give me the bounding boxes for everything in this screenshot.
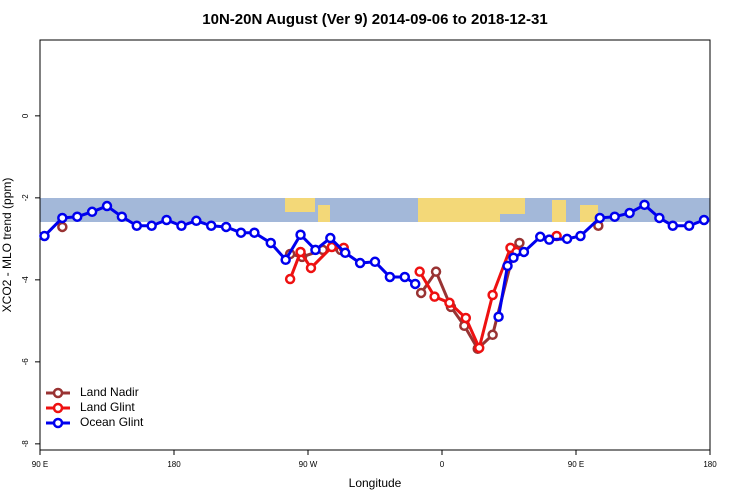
data-point [683,220,695,231]
data-point [116,211,128,222]
data-point [514,237,525,249]
data-point [295,246,306,258]
data-point [101,200,113,212]
data-point [624,207,635,219]
data-point [86,206,98,218]
data-point [575,230,586,242]
x-tick-label: 180 [703,460,717,469]
data-point [502,260,513,272]
data-point [39,230,50,242]
x-tick-label: 90 W [299,460,318,469]
data-point [325,232,336,244]
data-point [698,214,710,226]
data-point [414,266,425,277]
map-strip [40,198,710,222]
data-point [429,291,440,302]
data-point [535,231,546,243]
x-tick-label: 90 E [32,460,48,469]
data-point [220,221,232,233]
legend-marker [52,417,64,429]
data-point [280,254,291,266]
data-point [284,273,296,285]
y-tick-label: -2 [21,194,30,202]
data-point [639,199,650,211]
data-point [493,311,504,322]
data-point [57,221,68,233]
data-point [384,271,396,283]
data-point [508,252,519,263]
data-point [161,214,172,226]
data-point [71,211,83,222]
x-tick-label: 0 [440,460,445,469]
legend-marker [52,387,64,399]
data-point [487,289,498,301]
data-point [399,271,411,283]
data-point [415,287,427,299]
y-axis-label: XCO2 - MLO trend (ppm) [0,178,14,313]
y-tick-label: 0 [21,113,30,118]
legend-label: Ocean Glint [80,415,144,429]
data-point [369,256,381,268]
data-point [444,297,455,309]
data-point [295,229,306,240]
data-point [249,227,260,238]
data-point [409,278,421,290]
data-point [339,247,351,259]
data-point [487,329,498,341]
x-tick-label: 90 E [568,460,584,469]
data-point [543,234,555,245]
legend-label: Land Nadir [80,385,139,399]
data-point [310,244,321,256]
y-tick-label: -4 [21,276,30,284]
x-tick-label: 180 [167,460,181,469]
y-tick-label: -8 [21,440,30,448]
data-point [473,342,485,354]
plot-frame [39,39,711,451]
data-point [594,212,606,224]
legend-marker [52,402,64,414]
data-point [131,220,143,231]
chart-title: 10N-20N August (Ver 9) 2014-09-06 to 201… [202,11,547,28]
data-point [609,211,620,222]
y-tick-label: -6 [21,358,30,366]
data-point [518,246,530,258]
data-point [654,212,665,224]
data-point [430,266,442,277]
data-point [57,212,68,224]
data-point [460,312,472,324]
data-point [354,257,366,269]
data-point [305,262,317,274]
data-point [191,215,202,227]
data-point [561,233,573,245]
series-line [497,202,705,318]
x-axis-label: Longitude [349,476,402,490]
data-point [235,227,247,238]
data-point [667,220,679,231]
legend-label: Land Glint [80,400,135,414]
data-point [265,237,277,249]
data-point [176,220,187,231]
data-point [205,220,217,231]
data-point [146,220,157,231]
